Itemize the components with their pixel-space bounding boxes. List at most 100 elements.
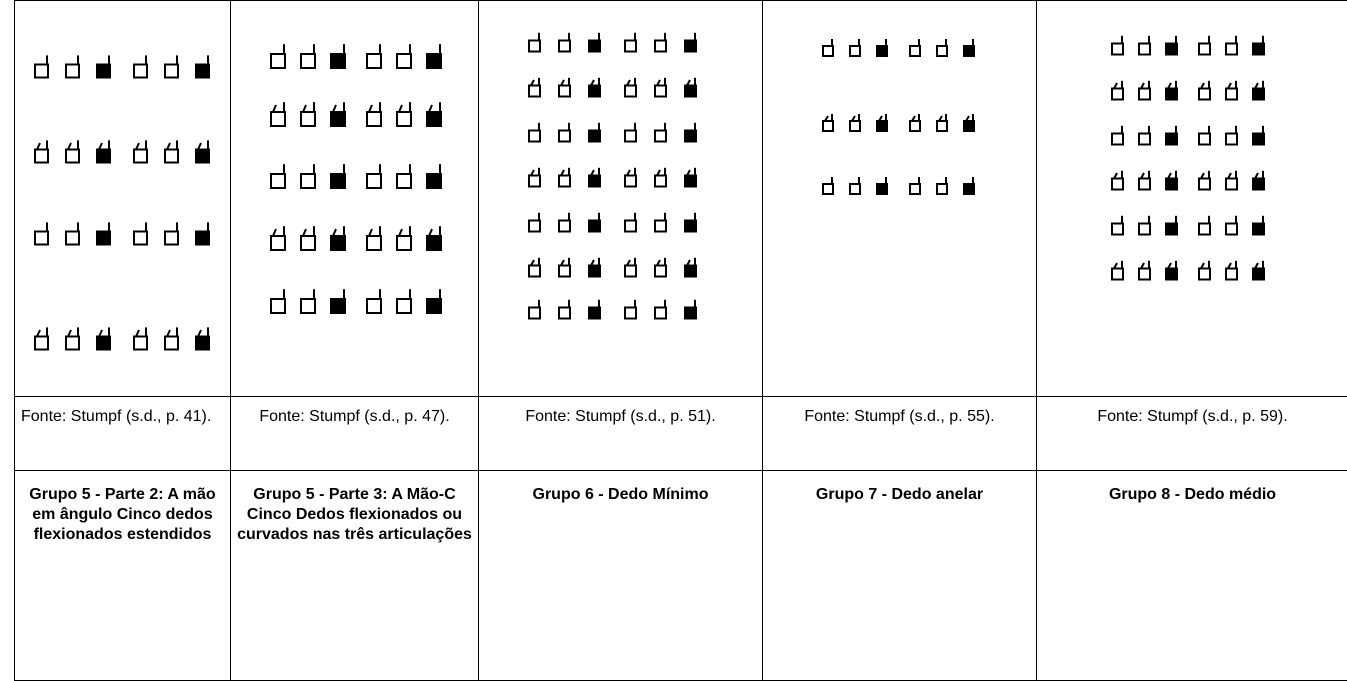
glyph	[625, 221, 636, 232]
image-cell	[479, 1, 763, 397]
glyph	[910, 121, 920, 131]
glyph	[937, 121, 947, 131]
glyph	[685, 131, 696, 142]
glyph	[685, 221, 696, 232]
image-cell	[1037, 1, 1347, 397]
glyph	[937, 184, 947, 194]
glyph	[66, 150, 79, 163]
glyph	[303, 105, 306, 112]
glyph	[685, 176, 696, 187]
glyph	[397, 54, 411, 68]
glyph	[66, 337, 79, 350]
glyph	[850, 184, 860, 194]
glyph	[367, 112, 381, 126]
glyph	[331, 174, 345, 188]
group-cell: Grupo 5 - Parte 3: A Mão-C Cinco Dedos f…	[231, 471, 479, 681]
glyph	[1139, 179, 1150, 190]
glyph	[625, 41, 636, 52]
source-cell: Fonte: Stumpf (s.d., p. 59).	[1037, 397, 1347, 471]
glyph	[66, 65, 79, 78]
glyph	[369, 105, 372, 112]
glyph	[1112, 89, 1123, 100]
glyph-image	[479, 1, 762, 396]
glyph	[1139, 224, 1150, 235]
glyph	[97, 232, 110, 245]
glyph	[66, 232, 79, 245]
glyph	[529, 308, 540, 319]
glyph	[559, 308, 570, 319]
glyph	[273, 229, 276, 236]
glyph	[134, 150, 147, 163]
glyph	[1253, 89, 1264, 100]
glyph	[850, 46, 860, 56]
glyph	[559, 131, 570, 142]
glyph	[529, 41, 540, 52]
glyph	[165, 337, 178, 350]
glyph	[589, 41, 600, 52]
glyph	[427, 299, 441, 313]
glyph	[301, 174, 315, 188]
glyph	[655, 131, 666, 142]
glyph	[301, 236, 315, 250]
glyph	[97, 150, 110, 163]
glyph	[1112, 134, 1123, 145]
glyph	[910, 184, 920, 194]
glyph	[271, 299, 285, 313]
glyph	[399, 229, 402, 236]
glyph-image	[1037, 1, 1347, 396]
glyph	[1199, 269, 1210, 280]
glyph	[589, 266, 600, 277]
image-cell	[763, 1, 1037, 397]
glyph	[937, 46, 947, 56]
glyph	[529, 266, 540, 277]
glyph	[589, 131, 600, 142]
glyph	[589, 176, 600, 187]
glyph	[165, 150, 178, 163]
glyph	[559, 221, 570, 232]
glyph	[1226, 134, 1237, 145]
glyph	[331, 54, 345, 68]
glyph	[333, 229, 336, 236]
glyph	[427, 112, 441, 126]
glyph	[850, 121, 860, 131]
image-cell	[231, 1, 479, 397]
glyph	[655, 41, 666, 52]
glyph	[429, 105, 432, 112]
glyph	[625, 176, 636, 187]
glyph	[529, 131, 540, 142]
glyph	[877, 121, 887, 131]
glyph	[1166, 89, 1177, 100]
glyph	[823, 121, 833, 131]
glyph	[271, 54, 285, 68]
glyph	[331, 299, 345, 313]
glyph	[1112, 179, 1123, 190]
glyph	[1226, 89, 1237, 100]
glyph	[559, 41, 570, 52]
group-cell: Grupo 7 - Dedo anelar	[763, 471, 1037, 681]
source-row: Fonte: Stumpf (s.d., p. 41). Fonte: Stum…	[15, 397, 1347, 471]
glyph	[1139, 44, 1150, 55]
glyph	[97, 65, 110, 78]
glyph	[367, 174, 381, 188]
glyph	[1199, 179, 1210, 190]
glyph	[369, 229, 372, 236]
glyph	[625, 266, 636, 277]
glyph	[333, 105, 336, 112]
glyph	[35, 337, 48, 350]
glyph	[1253, 269, 1264, 280]
glyph	[134, 65, 147, 78]
glyph	[655, 308, 666, 319]
glyph	[165, 232, 178, 245]
glyph	[655, 266, 666, 277]
glyph	[559, 176, 570, 187]
glyph	[331, 236, 345, 250]
glyph	[964, 184, 974, 194]
image-cell	[15, 1, 231, 397]
glyph	[1112, 269, 1123, 280]
glyph	[529, 176, 540, 187]
glyph	[331, 112, 345, 126]
glyph	[1112, 44, 1123, 55]
group-row: Grupo 5 - Parte 2: A mão em ângulo Cinco…	[15, 471, 1347, 681]
glyph	[655, 86, 666, 97]
